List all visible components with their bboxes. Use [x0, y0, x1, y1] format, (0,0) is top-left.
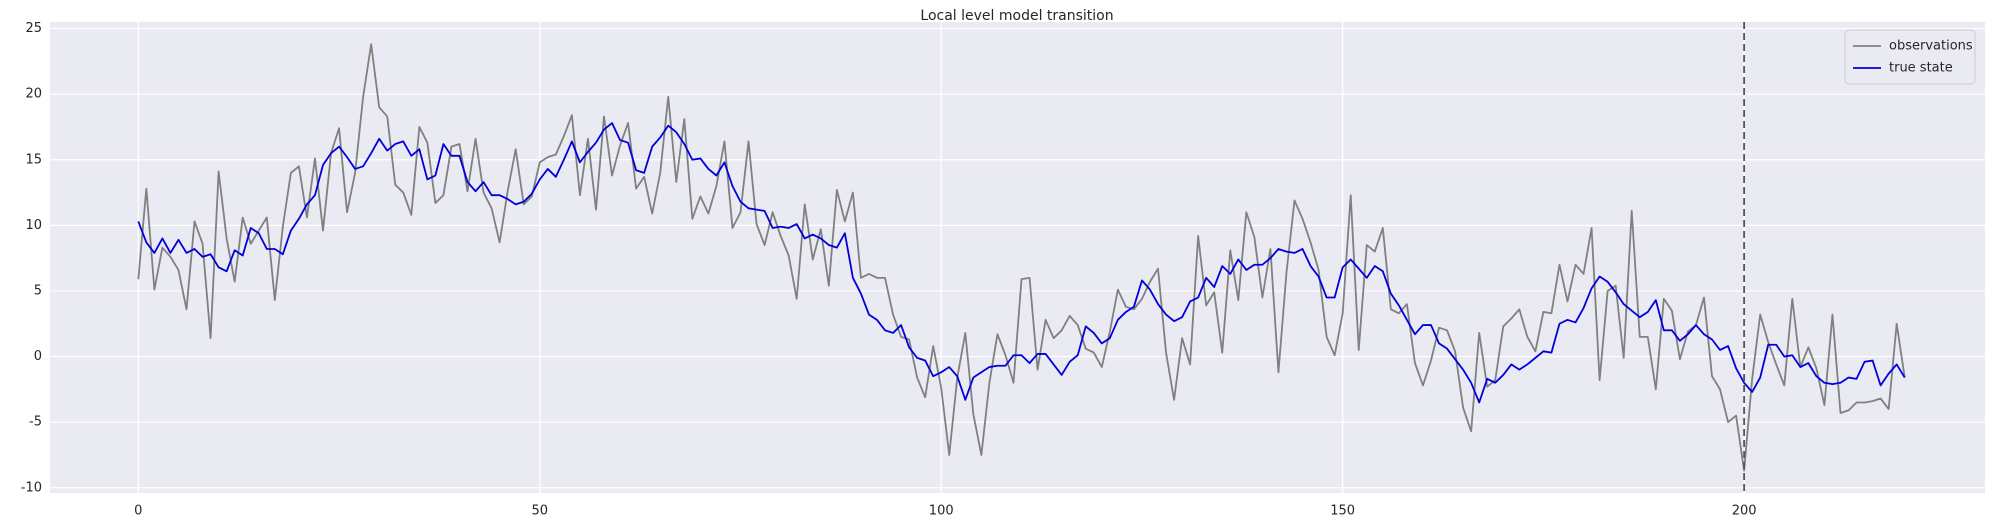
y-tick-label: -10	[21, 480, 42, 495]
y-tick-label: 25	[25, 21, 42, 36]
y-tick-label: 20	[25, 87, 42, 102]
x-tick-label: 100	[929, 504, 954, 519]
legend-label: observations	[1889, 39, 1973, 54]
series-line	[137, 122, 1906, 404]
chart-title: Local level model transition	[920, 8, 1113, 24]
x-tick-label: 150	[1330, 504, 1355, 519]
y-tick-label: 15	[25, 152, 42, 167]
legend-box	[1844, 29, 1976, 85]
x-tick-label: 50	[531, 504, 548, 519]
y-tick-label: -5	[29, 415, 42, 430]
y-tick-label: 10	[25, 218, 42, 233]
series-line	[137, 43, 1906, 472]
y-tick-label: 0	[34, 349, 42, 364]
plot-background	[50, 22, 1985, 493]
legend-label: true state	[1889, 61, 1953, 76]
x-tick-label: 200	[1732, 504, 1757, 519]
x-tick-label: 0	[134, 504, 142, 519]
legend: observations true state	[1844, 29, 1976, 85]
y-tick-label: 5	[34, 283, 42, 298]
